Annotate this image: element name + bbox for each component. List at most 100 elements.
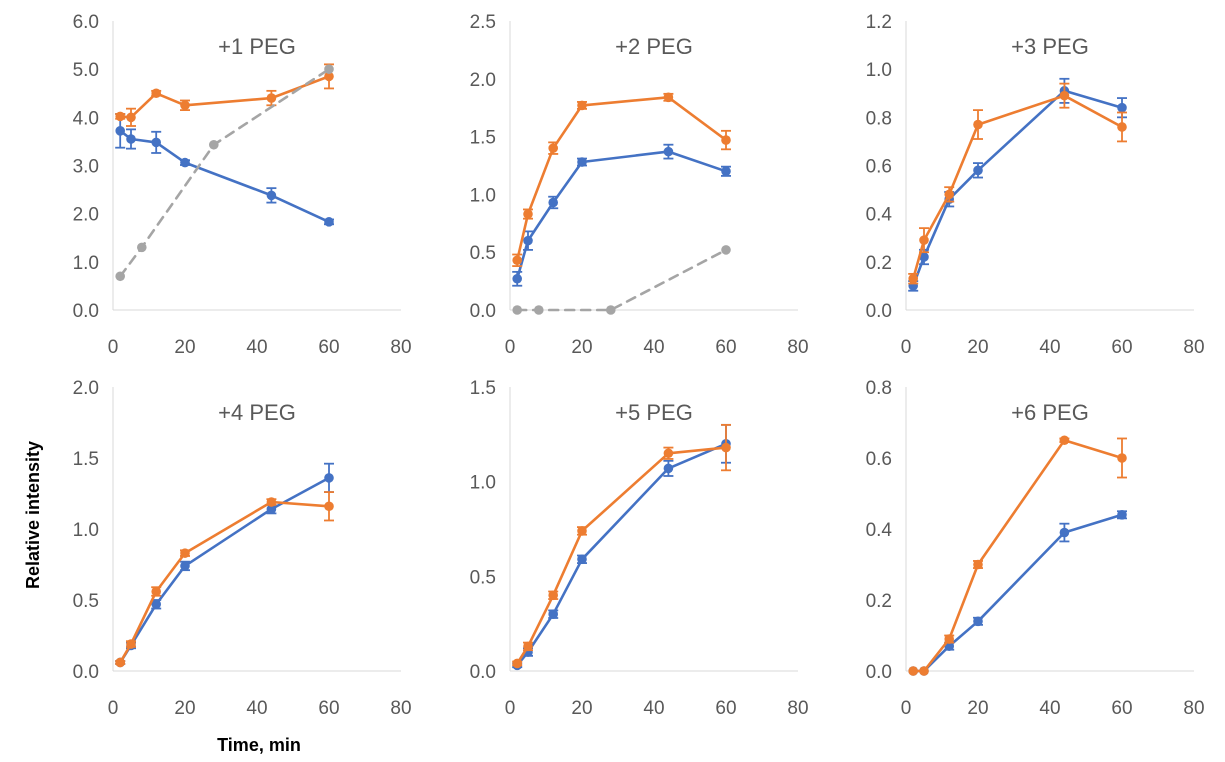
series-line-blue: [911, 89, 1124, 288]
chart-panel-5: 0.0 0.5 1.0 1.5 0 20 40 60 80 +5 PEG: [470, 378, 809, 719]
data-point-blue: [577, 554, 587, 565]
y-tick-label: 6.0: [73, 12, 99, 33]
x-tick-label: 20: [174, 698, 195, 719]
x-tick-label: 60: [1111, 337, 1132, 358]
y-tick-label: 1.0: [470, 473, 496, 494]
data-point-orange: [126, 639, 136, 649]
y-tick-label: 4.0: [73, 108, 99, 129]
data-point-blue: [266, 504, 277, 514]
data-point-gray: [606, 305, 616, 315]
data-point-blue: [1059, 527, 1070, 538]
y-tick-label: 0.4: [866, 205, 893, 226]
data-point-blue: [721, 166, 731, 177]
panel-title: +1 PEG: [218, 34, 296, 59]
y-tick-label: 0.0: [470, 662, 496, 683]
y-tick-label: 0.8: [866, 378, 892, 399]
y-tick-label: 0.4: [866, 520, 893, 541]
y-tick-label: 2.0: [73, 205, 99, 226]
data-point-blue: [324, 473, 334, 483]
data-point-orange: [512, 255, 522, 266]
x-tick-label: 20: [571, 337, 592, 358]
data-point-blue: [663, 463, 674, 474]
data-point-orange: [126, 112, 136, 123]
y-tick-label: 5.0: [73, 60, 99, 81]
data-point-blue: [151, 137, 161, 148]
data-point-orange: [180, 100, 190, 111]
panel-title: +2 PEG: [615, 34, 693, 59]
data-point-orange: [1059, 435, 1070, 446]
data-point-gray: [137, 242, 147, 253]
data-point-orange: [908, 666, 918, 676]
data-point-orange: [973, 559, 983, 570]
y-tick-label: 1.0: [73, 520, 99, 541]
x-tick-label: 0: [901, 337, 912, 358]
data-point-orange: [266, 93, 277, 103]
y-tick-label: 2.0: [470, 70, 496, 91]
data-point-blue: [180, 561, 190, 571]
y-axis-label: Relative intensity: [23, 441, 43, 589]
x-tick-label: 20: [967, 698, 988, 719]
data-point-orange: [663, 92, 674, 103]
x-tick-label: 40: [246, 337, 267, 358]
data-point-orange: [115, 111, 125, 122]
panel-title: +5 PEG: [615, 400, 693, 425]
y-tick-label: 0.6: [866, 157, 892, 178]
data-point-orange: [512, 658, 522, 669]
x-tick-label: 0: [901, 698, 912, 719]
y-tick-label: 2.0: [73, 378, 99, 399]
y-tick-label: 0.5: [73, 591, 99, 612]
data-point-orange: [266, 497, 277, 507]
data-point-orange: [548, 590, 558, 601]
data-point-gray: [209, 139, 219, 150]
x-tick-label: 20: [571, 698, 592, 719]
data-point-blue: [512, 273, 522, 284]
data-point-orange: [180, 548, 190, 558]
y-tick-label: 1.0: [866, 60, 892, 81]
y-tick-label: 1.5: [470, 128, 496, 149]
data-point-orange: [151, 586, 161, 597]
data-point-orange: [973, 119, 983, 130]
y-tick-label: 1.0: [470, 185, 496, 206]
x-tick-label: 80: [1183, 698, 1204, 719]
chart-panel-4: 0.0 0.5 1.0 1.5 2.0 0 20 40 60 80 +4 PEG: [73, 378, 412, 719]
data-point-orange: [577, 526, 587, 536]
series-line-blue: [118, 476, 331, 664]
x-tick-label: 60: [715, 337, 736, 358]
y-tick-label: 0.0: [866, 301, 892, 322]
data-point-orange: [1117, 453, 1127, 463]
data-point-orange: [1117, 122, 1127, 132]
panel-title: +3 PEG: [1011, 34, 1089, 59]
x-tick-label: 60: [715, 698, 736, 719]
x-tick-label: 60: [1111, 698, 1132, 719]
panel-title: +6 PEG: [1011, 400, 1089, 425]
series-line-orange: [118, 75, 331, 119]
series-line-blue: [515, 442, 728, 667]
x-tick-label: 0: [108, 337, 119, 358]
y-tick-label: 0.0: [73, 662, 99, 683]
data-point-orange: [908, 273, 918, 284]
data-point-blue: [548, 197, 558, 208]
data-point-orange: [324, 71, 334, 82]
data-point-orange: [721, 442, 731, 453]
data-point-blue: [663, 146, 674, 157]
data-point-orange: [523, 209, 533, 219]
panel-title: +4 PEG: [218, 400, 296, 425]
chart-panel-3: 0.0 0.2 0.4 0.6 0.8 1.0 1.2 0 20 40 60 80 +3 PEG: [866, 12, 1205, 358]
x-tick-label: 60: [318, 337, 339, 358]
x-tick-label: 80: [1183, 337, 1204, 358]
data-point-blue: [1117, 510, 1127, 520]
series-line-blue: [118, 129, 331, 224]
data-point-blue: [577, 157, 587, 167]
x-tick-label: 40: [246, 698, 267, 719]
data-point-orange: [721, 135, 731, 145]
data-point-blue: [151, 599, 161, 610]
y-tick-label: 1.0: [73, 253, 99, 274]
data-point-gray: [534, 305, 544, 315]
y-tick-label: 1.2: [866, 12, 892, 33]
series-line-orange: [515, 446, 728, 665]
data-point-orange: [324, 501, 334, 512]
y-tick-label: 0.2: [866, 253, 892, 274]
data-point-orange: [548, 143, 558, 153]
